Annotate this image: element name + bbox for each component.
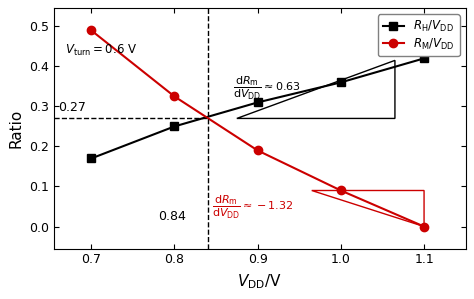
$R_{\mathrm{H}}/V_{\mathrm{DD}}$ (421, 57, 427, 60)
$R_{\mathrm{M}}/V_{\mathrm{DD}}$ (255, 149, 261, 152)
$R_{\mathrm{H}}/V_{\mathrm{DD}}$ (338, 81, 344, 84)
Line: $R_{\mathrm{M}}/V_{\mathrm{DD}}$: $R_{\mathrm{M}}/V_{\mathrm{DD}}$ (87, 26, 428, 231)
$R_{\mathrm{M}}/V_{\mathrm{DD}}$ (172, 94, 177, 98)
Legend: $R_{\mathrm{H}}/V_{\mathrm{DD}}$, $R_{\mathrm{M}}/V_{\mathrm{DD}}$: $R_{\mathrm{H}}/V_{\mathrm{DD}}$, $R_{\m… (378, 14, 460, 56)
$R_{\mathrm{H}}/V_{\mathrm{DD}}$ (88, 157, 94, 160)
Text: $V_{\mathrm{turn}} = 0.6$ V: $V_{\mathrm{turn}} = 0.6$ V (64, 43, 137, 58)
Text: 0.84: 0.84 (158, 210, 186, 222)
Line: $R_{\mathrm{H}}/V_{\mathrm{DD}}$: $R_{\mathrm{H}}/V_{\mathrm{DD}}$ (87, 54, 428, 162)
$R_{\mathrm{M}}/V_{\mathrm{DD}}$ (88, 29, 94, 32)
Text: 0.27: 0.27 (58, 101, 86, 114)
Text: $\dfrac{\mathrm{d}R_{\mathrm{m}}}{\mathrm{d}V_{\mathrm{DD}}} \approx 0.63$: $\dfrac{\mathrm{d}R_{\mathrm{m}}}{\mathr… (233, 75, 301, 102)
Y-axis label: Ratio: Ratio (9, 109, 23, 148)
$R_{\mathrm{H}}/V_{\mathrm{DD}}$ (172, 125, 177, 128)
$R_{\mathrm{M}}/V_{\mathrm{DD}}$ (421, 225, 427, 228)
X-axis label: $V_{\mathrm{DD}}$/V: $V_{\mathrm{DD}}$/V (237, 272, 282, 291)
$R_{\mathrm{H}}/V_{\mathrm{DD}}$ (255, 101, 261, 104)
Text: $\dfrac{\mathrm{d}R_{\mathrm{m}}}{\mathrm{d}V_{\mathrm{DD}}} \approx -1.32$: $\dfrac{\mathrm{d}R_{\mathrm{m}}}{\mathr… (212, 194, 293, 221)
$R_{\mathrm{M}}/V_{\mathrm{DD}}$ (338, 189, 344, 192)
